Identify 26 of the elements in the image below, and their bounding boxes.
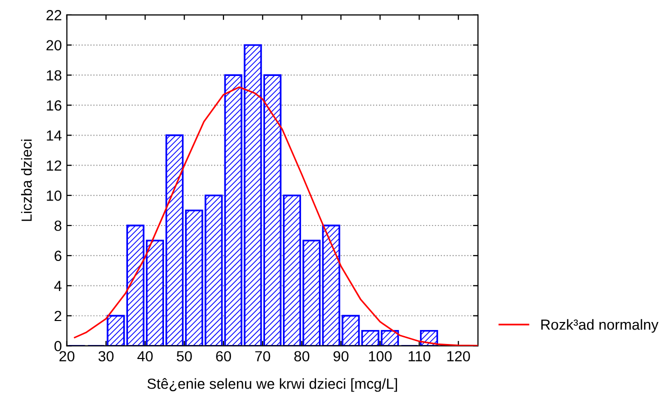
- y-tick-label: 6: [54, 250, 62, 262]
- y-axis-title: Liczba dzieci: [21, 140, 32, 221]
- x-tick-label: 100: [369, 351, 392, 362]
- line-series: [74, 86, 478, 346]
- y-tick-label: 10: [46, 190, 62, 201]
- y-tick-label: 2: [54, 310, 62, 322]
- x-tick-label: 80: [294, 351, 310, 362]
- y-tick-label: 4: [54, 280, 62, 291]
- y-tick-label: 20: [46, 40, 62, 50]
- y-tick-label: 14: [46, 130, 62, 141]
- y-tick-label: 18: [46, 70, 62, 81]
- y-tick-label: 16: [46, 100, 62, 111]
- x-tick-label: 60: [216, 351, 232, 362]
- x-axis-title: Stê¿enie selenu we krwi dzieci [mcg/L]: [147, 378, 398, 392]
- x-tick-label: 40: [137, 351, 153, 362]
- x-tick-label: 50: [176, 351, 192, 362]
- x-tick-label: 120: [447, 351, 470, 362]
- legend-label: Rozk³ad normalny: [541, 319, 658, 333]
- y-tick-label: 0: [54, 340, 62, 352]
- x-tick-label: 110: [408, 351, 430, 362]
- x-tick-label: 90: [334, 351, 348, 362]
- x-tick-label: 70: [255, 351, 270, 362]
- y-tick-label: 22: [46, 10, 62, 20]
- y-tick-label: 8: [54, 220, 62, 231]
- y-tick-label: 12: [46, 160, 62, 171]
- x-tick-label: 30: [98, 351, 114, 362]
